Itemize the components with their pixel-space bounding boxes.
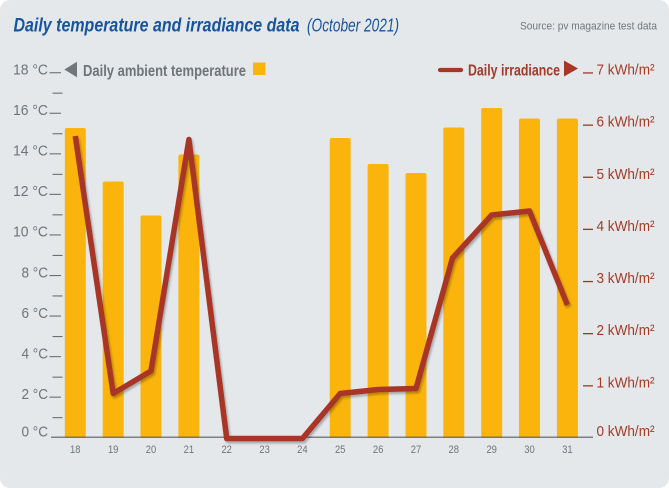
svg-text:Daily temperature and irradian: Daily temperature and irradiance data: [14, 15, 300, 37]
svg-text:21: 21: [184, 444, 195, 456]
svg-text:16 °C: 16 °C: [13, 102, 48, 119]
svg-text:24: 24: [297, 444, 308, 456]
svg-text:2 °C: 2 °C: [22, 386, 49, 403]
svg-text:(October 2021): (October 2021): [307, 16, 399, 36]
svg-text:18: 18: [70, 444, 81, 456]
svg-text:Daily ambient temperature: Daily ambient temperature: [83, 63, 246, 80]
svg-text:4 kWh/m²: 4 kWh/m²: [597, 218, 655, 235]
svg-text:Daily irradiance: Daily irradiance: [468, 62, 560, 79]
svg-text:28: 28: [449, 444, 460, 456]
svg-text:19: 19: [108, 444, 119, 456]
svg-text:5 kWh/m²: 5 kWh/m²: [597, 166, 655, 183]
svg-text:29: 29: [486, 444, 497, 456]
svg-text:6 °C: 6 °C: [22, 305, 49, 322]
svg-text:7 kWh/m²: 7 kWh/m²: [597, 62, 655, 79]
svg-text:25: 25: [335, 444, 346, 456]
svg-text:0 kWh/m²: 0 kWh/m²: [597, 423, 655, 440]
svg-text:1 kWh/m²: 1 kWh/m²: [597, 374, 655, 391]
svg-text:6 kWh/m²: 6 kWh/m²: [597, 114, 655, 131]
svg-text:20: 20: [146, 444, 157, 456]
svg-text:30: 30: [524, 444, 535, 456]
svg-text:8 °C: 8 °C: [22, 264, 49, 281]
svg-text:2 kWh/m²: 2 kWh/m²: [597, 322, 655, 339]
svg-text:Source: pv magazine test data: Source: pv magazine test data: [520, 21, 658, 33]
svg-text:23: 23: [259, 444, 270, 456]
svg-text:12 °C: 12 °C: [13, 183, 48, 200]
svg-text:22: 22: [221, 444, 232, 456]
svg-text:26: 26: [373, 444, 384, 456]
svg-text:27: 27: [411, 444, 422, 456]
svg-text:0 °C: 0 °C: [22, 424, 49, 441]
svg-text:4 °C: 4 °C: [22, 345, 49, 362]
svg-text:14 °C: 14 °C: [13, 143, 48, 160]
svg-text:3 kWh/m²: 3 kWh/m²: [597, 270, 655, 287]
svg-text:31: 31: [562, 444, 573, 456]
svg-text:18 °C: 18 °C: [13, 62, 48, 79]
svg-text:10 °C: 10 °C: [13, 224, 48, 241]
